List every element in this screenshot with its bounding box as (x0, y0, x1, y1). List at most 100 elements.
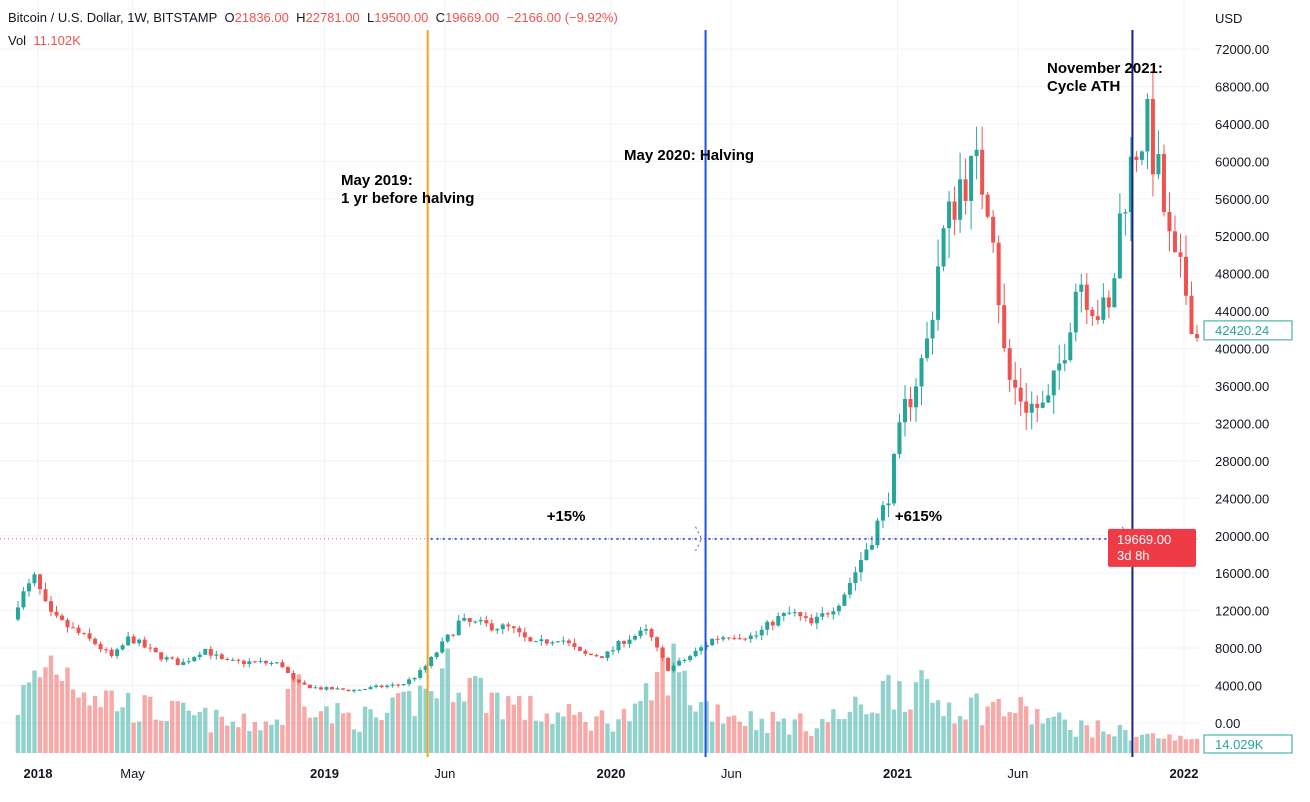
volume-bar (247, 731, 252, 753)
low-label: L (366, 10, 375, 25)
candle-up (412, 677, 417, 680)
candle-up (15, 607, 20, 620)
y-tick-label: 24000.00 (1215, 491, 1269, 506)
candle-up (880, 505, 885, 521)
volume-bar (511, 704, 517, 753)
x-axis-ticks[interactable]: 2018 May 2019 Jun 2020 Jun 2021 Jun 2022 (24, 766, 1199, 781)
volume-bar (754, 730, 759, 753)
volume-bar (1095, 720, 1101, 753)
volume-bar (693, 711, 698, 753)
volume-bar (814, 728, 820, 753)
volume-bar (1117, 724, 1123, 753)
candle-up (164, 657, 169, 660)
candle-up (550, 642, 555, 644)
candle-up (1112, 278, 1117, 308)
candle-down (98, 644, 103, 650)
volume-bar (318, 711, 324, 753)
candle-down (396, 684, 401, 686)
candle-up (941, 228, 946, 267)
y-tick-label: 44000.00 (1215, 304, 1269, 319)
candle-up (847, 583, 852, 595)
candle-down (1095, 316, 1100, 320)
candle-down (291, 672, 296, 680)
volume-bar (120, 707, 125, 753)
candle-up (925, 338, 930, 359)
volume-bar (687, 705, 693, 753)
candle-down (666, 657, 671, 671)
symbol-title[interactable]: Bitcoin / U.S. Dollar, 1W, BITSTAMP (8, 10, 218, 25)
volume-bar (1145, 733, 1150, 753)
grid (0, 0, 1200, 757)
volume-bar (798, 713, 803, 753)
volume-bar (522, 719, 528, 753)
candle-down (302, 682, 307, 685)
volume-bar (698, 702, 704, 753)
volume-bar (1123, 730, 1128, 753)
volume-bar (302, 706, 307, 753)
price-axis[interactable] (1200, 0, 1310, 802)
candles (15, 64, 1211, 693)
volume-bar (313, 717, 318, 753)
candle-up (1156, 153, 1161, 175)
volume-bar (340, 713, 346, 753)
volume-bar (439, 668, 445, 753)
candle-up (974, 149, 979, 157)
volume-bar (941, 716, 946, 753)
volume-bar (489, 692, 494, 753)
candle-down (583, 650, 588, 654)
candle-down (528, 637, 533, 642)
candle-down (655, 637, 660, 648)
measure-label: +615% (895, 508, 942, 525)
volume-bar (32, 670, 37, 753)
volume-bar (919, 670, 924, 753)
volume-bar (351, 729, 357, 753)
candle-up (759, 629, 764, 636)
current-price-badge (1108, 528, 1196, 567)
volume-bar (616, 719, 621, 753)
volume-bar (1161, 738, 1167, 753)
volume-bar (1194, 738, 1200, 753)
y-tick-label: 64000.00 (1215, 117, 1269, 132)
candle-up (335, 688, 340, 690)
candle-up (864, 549, 869, 561)
candle-up (814, 616, 819, 624)
volume-bar (368, 709, 373, 753)
candle-down (484, 620, 489, 624)
volume-bar (803, 731, 809, 753)
volume-bar (136, 721, 142, 753)
volume-bar (1090, 737, 1095, 753)
candle-up (181, 661, 186, 666)
candle-down (1007, 348, 1012, 380)
candle-down (37, 574, 42, 590)
candle-up (1079, 284, 1084, 292)
volume-bar (230, 721, 236, 753)
volume-bar (825, 722, 831, 753)
y-tick-label: 12000.00 (1215, 604, 1269, 619)
volume-bar (979, 725, 985, 753)
close-value: 19669.00 (445, 10, 500, 25)
candle-up (1101, 297, 1106, 320)
candle-up (418, 670, 423, 678)
volume-bar (21, 685, 26, 753)
candle-up (902, 398, 907, 423)
candle-down (594, 655, 599, 657)
annotation-label: May 2020: Halving (624, 147, 754, 164)
volume-bar (81, 692, 87, 753)
candle-down (588, 653, 593, 656)
candle-down (1106, 297, 1111, 308)
volume-bar (131, 722, 136, 753)
candle-up (197, 654, 202, 658)
volume-badge-label: 14.029K (1215, 737, 1264, 752)
candle-down (175, 658, 180, 666)
volume-bar (555, 712, 561, 753)
candle-down (825, 613, 830, 615)
volume-bar (913, 682, 919, 753)
volume-bar (610, 731, 616, 753)
volume-bar (170, 700, 175, 753)
change-value: −2166.00 (−9.92%) (506, 10, 618, 25)
candle-up (1128, 156, 1133, 213)
volume-bar (335, 703, 340, 753)
candle-up (21, 591, 26, 608)
